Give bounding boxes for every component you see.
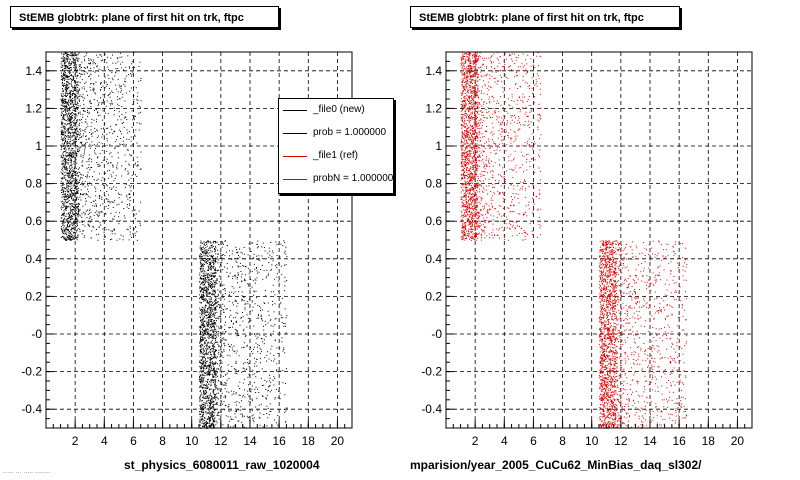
x-tick-label: 8 [559,434,566,448]
x-tick-label: 14 [643,434,657,448]
x-tick-label: 4 [101,434,108,448]
x-tick-label: 4 [501,434,508,448]
plot-title: StEMB globtrk: plane of first hit on trk… [10,6,279,28]
x-tick-label: 6 [530,434,537,448]
series-points [460,52,688,429]
legend-entry-prob: prob = 1.000000 [279,124,393,142]
scatter-cluster [460,52,542,241]
y-tick-label: -0 [431,327,442,341]
scatter-cluster [599,240,688,429]
series-points [60,52,288,429]
plot-border [445,51,753,429]
scatter-plot-new: 2 4 6 8 10 12 14 16 18 20 -0.4 -0.2 -0 0.2 0.4 0.6 0.8 1 1… [21,51,353,448]
y-tick-label: 0.8 [425,177,442,191]
x-tick-label: 14 [243,434,257,448]
legend-entry-file0: _file0 (new) [279,101,393,119]
y-tick-label: 0.2 [425,289,442,303]
y-tick-label: -0 [31,327,42,341]
plot-panel-left: StEMB globtrk: plane of first hit on trk… [2,6,394,475]
y-tick-label: 1.4 [25,64,42,78]
y-tick-label: 0.4 [425,252,442,266]
x-tick-label: 8 [159,434,166,448]
x-tick-label: 16 [272,434,286,448]
legend-label: probN = 1.000000 [313,173,394,184]
scatter-cluster [60,52,142,241]
plot-panel-right: StEMB globtrk: plane of first hit on trk… [400,0,800,480]
y-tick-label: -0.4 [421,402,442,416]
x-tick-label: 6 [130,434,137,448]
y-tick-label: 1.2 [25,101,42,115]
legend-line-red [283,156,307,157]
plot-border [45,51,353,429]
footer-text: ...... ... ..... ........ [2,468,51,475]
scatter-plot-ref: 2 4 6 8 10 12 14 16 18 20 -0.4 -0.2 -0 0.2 0.4 0.6 0.8 1 1… [421,51,753,448]
legend-line-black [283,110,307,111]
legend-line-black [283,133,307,134]
x-axis-label: mparision/year_2005_CuCu62_MinBias_daq_s… [410,458,702,472]
y-tick-label: -0.2 [421,365,442,379]
y-tick-label: 0.8 [25,177,42,191]
legend-line-red [283,179,307,180]
x-tick-label: 2 [472,434,479,448]
scatter-cluster [199,240,288,429]
x-tick-label: 2 [72,434,79,448]
plot-title: StEMB globtrk: plane of first hit on trk… [410,6,680,28]
x-tick-label: 20 [331,434,345,448]
legend-entry-file1: _file1 (ref) [279,147,393,165]
legend-label: prob = 1.000000 [313,127,387,138]
x-axis-label: st_physics_6080011_raw_1020004 [124,458,320,472]
y-tick-label: 1 [35,139,42,153]
y-tick-label: -0.2 [21,365,42,379]
x-tick-label: 12 [614,434,628,448]
legend-label: _file1 (ref) [313,150,359,161]
legend-label: _file0 (new) [313,104,365,115]
y-tick-label: 0.6 [425,214,442,228]
x-tick-label: 12 [214,434,228,448]
x-tick-label: 18 [702,434,716,448]
x-tick-label: 20 [731,434,745,448]
x-tick-label: 18 [302,434,316,448]
x-tick-label: 10 [185,434,199,448]
x-tick-label: 10 [585,434,599,448]
y-tick-label: 1.2 [425,101,442,115]
y-tick-label: -0.4 [21,402,42,416]
y-tick-label: 1.4 [425,64,442,78]
x-tick-label: 16 [672,434,686,448]
grid [446,52,752,428]
legend: _file0 (new) prob = 1.000000 _file1 (ref… [278,98,394,194]
y-tick-label: 0.6 [25,214,42,228]
legend-entry-probn: probN = 1.000000 [279,170,394,188]
plot-frame [445,51,753,429]
y-tick-label: 0.2 [25,289,42,303]
y-tick-label: 1 [435,139,442,153]
y-tick-label: 0.4 [25,252,42,266]
